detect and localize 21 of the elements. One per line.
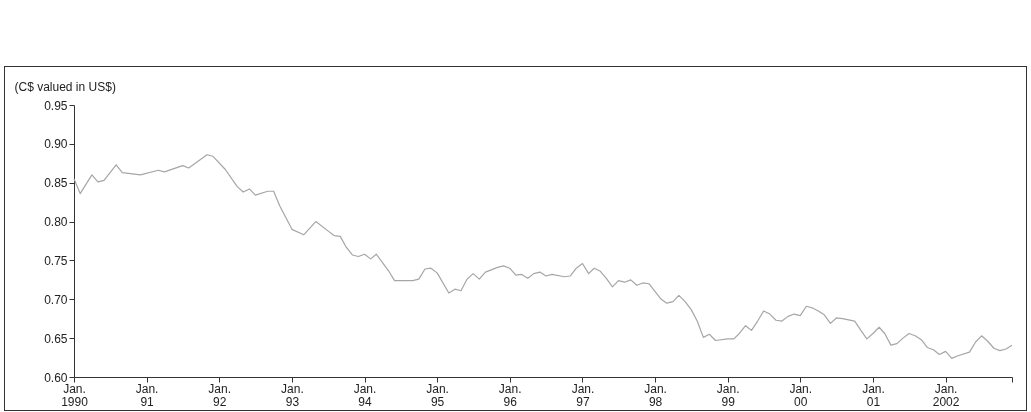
y-tick-label: 0.90 (44, 137, 68, 152)
y-tick-label: 0.80 (44, 215, 68, 230)
x-tick-label: Jan. 94 (353, 381, 377, 409)
x-tick-label: Jan. 97 (571, 381, 595, 409)
x-tick-label: Jan. 2002 (932, 381, 960, 409)
x-tick-label: Jan. 96 (498, 381, 522, 409)
x-tick-label: Jan. 01 (862, 381, 885, 409)
y-axis-title: (C$ valued in US$) (14, 79, 116, 94)
x-tick-label: Jan. 99 (716, 381, 740, 409)
x-tick-label: Jan. 95 (426, 381, 449, 409)
y-tick-label: 0.85 (44, 176, 68, 191)
x-tick-label: Jan. 91 (135, 381, 159, 409)
y-tick-label: 0.65 (44, 331, 68, 346)
x-tick-label: Jan. 00 (789, 381, 813, 409)
y-tick-label: 0.95 (44, 98, 68, 113)
x-tick-label: Jan. 92 (208, 381, 232, 409)
x-tick-label: Jan. 98 (644, 381, 667, 409)
y-tick-label: 0.75 (44, 253, 68, 268)
y-tick-label: 0.70 (44, 292, 68, 307)
x-tick-label: Jan. 93 (281, 381, 304, 409)
line-series (73, 154, 1013, 359)
